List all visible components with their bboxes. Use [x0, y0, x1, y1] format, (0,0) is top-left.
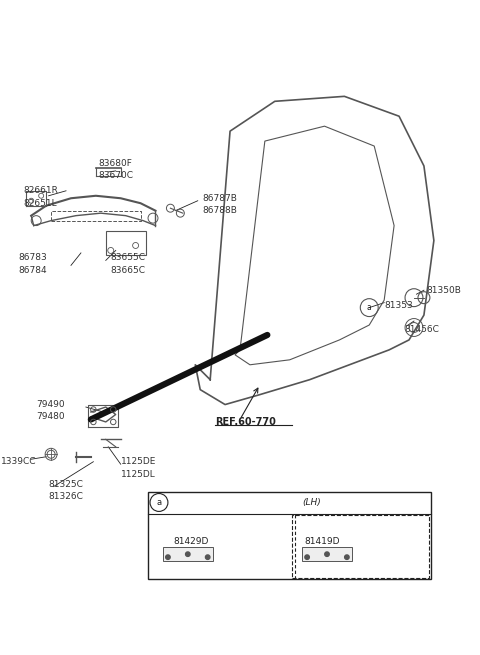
Text: 81456C: 81456C: [404, 326, 439, 335]
Circle shape: [166, 555, 170, 559]
Circle shape: [305, 555, 309, 559]
Bar: [292, 515, 429, 578]
Text: 82651L: 82651L: [24, 198, 58, 208]
Bar: [106, 231, 145, 255]
Bar: [163, 547, 213, 561]
Text: 79490: 79490: [36, 400, 65, 409]
Text: 83655C: 83655C: [111, 253, 146, 263]
Circle shape: [325, 552, 329, 556]
Text: 81326C: 81326C: [48, 492, 84, 501]
Text: a: a: [156, 498, 162, 507]
Text: 1339CC: 1339CC: [1, 457, 37, 466]
Circle shape: [205, 555, 210, 559]
Text: 1125DE: 1125DE: [120, 457, 156, 466]
Circle shape: [345, 555, 349, 559]
Bar: [148, 491, 432, 578]
Circle shape: [186, 552, 190, 556]
Text: 1125DL: 1125DL: [120, 470, 156, 479]
Text: 82661R: 82661R: [24, 186, 59, 195]
Text: 86787B: 86787B: [203, 194, 238, 203]
Text: 83665C: 83665C: [111, 266, 146, 275]
Text: (LH): (LH): [302, 498, 321, 507]
Text: REF.60-770: REF.60-770: [215, 417, 276, 427]
Text: 83670C: 83670C: [98, 172, 133, 180]
Text: 81325C: 81325C: [48, 479, 84, 489]
Text: a: a: [367, 303, 372, 312]
Text: 86783: 86783: [19, 253, 48, 263]
Bar: [302, 547, 352, 561]
Text: 83680F: 83680F: [98, 159, 132, 168]
Text: 81353: 81353: [384, 301, 413, 310]
Text: 81350B: 81350B: [426, 286, 461, 295]
Text: 86788B: 86788B: [203, 206, 238, 215]
Text: 79480: 79480: [36, 413, 65, 421]
Text: 86784: 86784: [19, 266, 48, 275]
Text: 81419D: 81419D: [305, 536, 340, 546]
Text: 81429D: 81429D: [173, 536, 208, 546]
